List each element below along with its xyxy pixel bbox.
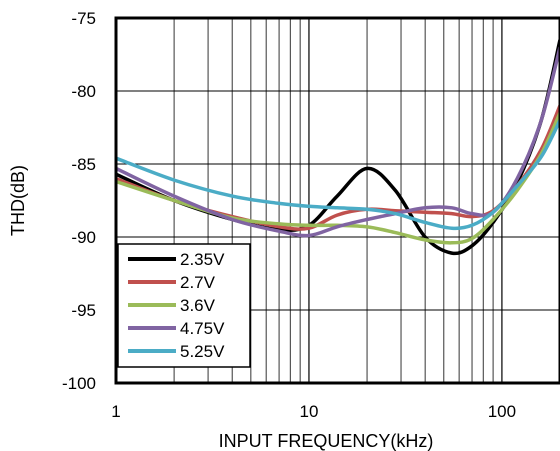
legend-label: 5.25V	[180, 342, 225, 361]
x-tick-label: 10	[299, 402, 318, 421]
legend-label: 3.6V	[180, 296, 216, 315]
y-tick-label: -100	[62, 374, 96, 393]
y-axis-title: THD(dB)	[8, 165, 28, 236]
legend-label: 2.7V	[180, 273, 216, 292]
y-tick-label: -85	[71, 155, 96, 174]
x-axis-title: INPUT FREQUENCY(kHz)	[219, 431, 434, 451]
legend-label: 4.75V	[180, 319, 225, 338]
x-tick-label: 100	[488, 402, 516, 421]
legend: 2.35V 2.7V 3.6V 4.75V 5.25V	[118, 244, 250, 367]
y-tick-label: -95	[71, 301, 96, 320]
y-tick-label: -75	[71, 9, 96, 28]
x-tick-label: 1	[111, 402, 120, 421]
y-tick-label: -80	[71, 82, 96, 101]
y-tick-label: -90	[71, 228, 96, 247]
legend-label: 2.35V	[180, 250, 225, 269]
